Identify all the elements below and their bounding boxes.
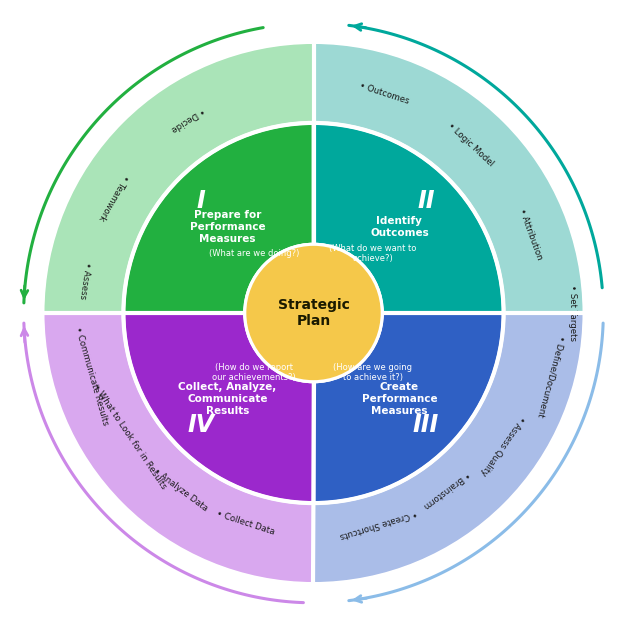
- Text: Identify
Outcomes: Identify Outcomes: [370, 216, 429, 238]
- Text: • Teamwork: • Teamwork: [97, 173, 130, 222]
- Wedge shape: [124, 123, 314, 313]
- Text: • Assess: • Assess: [78, 262, 92, 300]
- Text: • Define/Document: • Define/Document: [536, 335, 566, 418]
- Text: I: I: [197, 188, 206, 213]
- Text: • Assess Quality: • Assess Quality: [478, 414, 526, 477]
- Text: • Set Targets: • Set Targets: [567, 285, 577, 341]
- Text: • Analyze Data: • Analyze Data: [152, 466, 209, 513]
- Text: • Decide: • Decide: [170, 106, 206, 134]
- Text: III: III: [413, 413, 439, 438]
- Text: • Create Shortcuts: • Create Shortcuts: [339, 508, 418, 541]
- Text: • Brainstorm: • Brainstorm: [422, 470, 472, 510]
- Wedge shape: [314, 313, 503, 503]
- Text: Strategic
Plan: Strategic Plan: [278, 298, 349, 328]
- Wedge shape: [43, 42, 314, 313]
- Wedge shape: [314, 313, 584, 584]
- Wedge shape: [43, 313, 314, 584]
- Text: • Communicate Results: • Communicate Results: [73, 326, 110, 427]
- Text: (How do we report
our achievements?): (How do we report our achievements?): [212, 363, 296, 382]
- Text: • Outcomes: • Outcomes: [359, 81, 411, 106]
- Text: Create
Performance
Measures: Create Performance Measures: [362, 382, 437, 416]
- Text: (What are we doing?): (What are we doing?): [209, 249, 299, 258]
- Text: IV: IV: [187, 413, 214, 438]
- Text: Prepare for
Performance
Measures: Prepare for Performance Measures: [190, 210, 265, 244]
- Text: • Collect Data: • Collect Data: [215, 510, 275, 537]
- Wedge shape: [314, 123, 503, 313]
- Circle shape: [245, 244, 382, 382]
- Wedge shape: [314, 42, 584, 313]
- Wedge shape: [124, 313, 314, 503]
- Text: • Attribution: • Attribution: [517, 207, 544, 261]
- Text: (What do we want to
achieve?): (What do we want to achieve?): [329, 244, 417, 263]
- Text: (How are we going
to achieve it?): (How are we going to achieve it?): [334, 363, 413, 382]
- Text: • What to Look for in Results: • What to Look for in Results: [92, 383, 169, 491]
- Text: Collect, Analyze,
Communicate
Results: Collect, Analyze, Communicate Results: [179, 382, 277, 416]
- Text: • Logic Model: • Logic Model: [446, 121, 495, 168]
- Text: II: II: [417, 188, 435, 213]
